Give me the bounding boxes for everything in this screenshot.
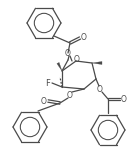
Text: O: O [74, 54, 80, 64]
Text: O: O [65, 49, 71, 58]
Text: O: O [67, 90, 73, 99]
Text: F: F [46, 79, 50, 88]
Text: O: O [41, 96, 47, 105]
Text: O: O [81, 34, 87, 43]
Polygon shape [92, 61, 102, 65]
Polygon shape [57, 62, 62, 71]
Text: O: O [97, 84, 103, 94]
Text: O: O [121, 95, 127, 104]
